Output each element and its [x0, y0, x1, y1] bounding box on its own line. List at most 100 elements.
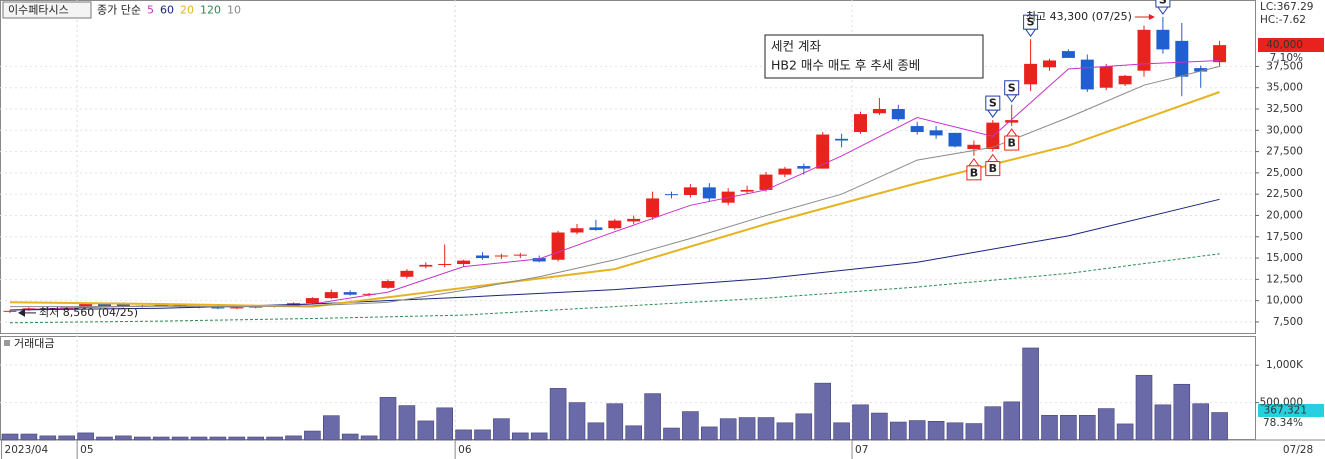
- title-box: [2, 1, 92, 19]
- legend-prefix: 종가 단순: [97, 4, 141, 17]
- candle-body: [797, 166, 811, 169]
- signal-label: B: [1008, 137, 1016, 150]
- signal-label: B: [989, 162, 997, 175]
- ma-line: [9, 91, 1220, 308]
- volume-bar: [738, 417, 756, 441]
- volume-bar: [757, 417, 775, 441]
- last-volume-box: [1258, 404, 1324, 417]
- candle-body: [381, 281, 395, 288]
- candle-body: [589, 227, 603, 230]
- candle-body: [400, 270, 414, 277]
- candle-body: [854, 114, 867, 133]
- volume-bar: [984, 406, 1002, 441]
- volume-bar: [209, 436, 227, 441]
- volume-bar: [1022, 347, 1039, 441]
- volume-title: 거래대금: [14, 337, 54, 350]
- volume-bar: [833, 422, 850, 441]
- x-tick-label: 05: [80, 444, 93, 456]
- annotation: 최저 8,560 (04/25): [39, 306, 138, 319]
- signal-box: [1155, 0, 1171, 8]
- volume-title-icon: [4, 340, 10, 346]
- volume-bar: [606, 403, 624, 441]
- candle-body: [305, 298, 319, 304]
- last-price-label: 40,000: [1266, 39, 1303, 51]
- signal-box: [966, 165, 982, 181]
- candle-body: [3, 310, 17, 312]
- volume-bar: [58, 435, 76, 441]
- volume-bar: [927, 420, 945, 441]
- signal-label: S: [1008, 81, 1016, 94]
- candle-body: [740, 189, 754, 192]
- candle-body: [494, 255, 508, 257]
- y-tick-label: 17,500: [1266, 231, 1303, 243]
- candle-body: [1194, 68, 1208, 72]
- volume-bar: [965, 423, 983, 441]
- chart-title: 이수페타시스: [8, 4, 69, 17]
- candle-body: [1024, 63, 1038, 85]
- signal-box: [1004, 135, 1020, 151]
- signal-box: [985, 95, 1001, 111]
- candle-body: [551, 232, 565, 260]
- candle-body: [1118, 75, 1132, 85]
- volume-bar: [682, 411, 699, 441]
- volume-bar: [134, 436, 151, 441]
- volume-bar: [946, 422, 964, 441]
- candle-body: [79, 304, 93, 308]
- y-tick-label: 27,500: [1266, 146, 1303, 158]
- volume-bar: [304, 430, 321, 441]
- volume-bar: [77, 432, 94, 441]
- candle-body: [1005, 120, 1019, 123]
- candle-body: [702, 187, 716, 199]
- volume-bar: [285, 435, 302, 441]
- signal-label: S: [989, 97, 997, 110]
- candle-body: [249, 306, 263, 308]
- volume-bar: [530, 432, 548, 441]
- y-tick-label: 35,000: [1266, 82, 1303, 94]
- volume-bar: [39, 435, 57, 441]
- volume-bar: [1060, 415, 1077, 441]
- volume-bar: [1173, 383, 1191, 441]
- y-tick-label: 7,500: [1273, 316, 1303, 328]
- volume-bar: [493, 418, 510, 441]
- volume-bar: [20, 433, 38, 441]
- volume-bar: [1, 433, 19, 441]
- y-tick-label: 30,000: [1266, 124, 1303, 136]
- volume-bar: [1003, 401, 1021, 441]
- candle-body: [230, 307, 244, 309]
- candle-body: [1099, 66, 1113, 88]
- volume-bar: [115, 435, 132, 441]
- y-tick-label: 10,000: [1266, 295, 1303, 307]
- candle-body: [98, 304, 111, 307]
- legend-entry: 120: [200, 4, 221, 17]
- volume-bar: [889, 421, 907, 441]
- volume-bar: [814, 382, 832, 441]
- volume-bar: [322, 415, 340, 441]
- volume-bar: [152, 436, 170, 441]
- volume-bar: [908, 420, 926, 441]
- y-tick-label: 25,000: [1266, 167, 1303, 179]
- candle-body: [872, 109, 886, 114]
- note-line: 세컨 계좌: [771, 39, 821, 54]
- volume-bar: [455, 429, 472, 441]
- candle-body: [343, 292, 357, 295]
- volume-bar: [852, 404, 869, 441]
- volume-bar: [1116, 423, 1134, 441]
- change-label: 7.10%: [1270, 52, 1303, 64]
- candle-body: [891, 109, 905, 120]
- last-volume-label: 367,321: [1264, 405, 1307, 417]
- volume-bar: [568, 402, 586, 441]
- volume-bar: [1211, 412, 1228, 441]
- candle-body: [116, 303, 130, 307]
- legend-entry: 60: [160, 4, 174, 17]
- candle-body: [1137, 29, 1151, 71]
- volume-bar: [360, 435, 378, 441]
- candle-body: [967, 144, 981, 150]
- volume-bar: [474, 429, 491, 441]
- volume-bar: [436, 407, 454, 441]
- volume-bar: [190, 436, 208, 441]
- lc-label: LC:367.29: [1260, 1, 1313, 13]
- candle-body: [324, 292, 338, 299]
- y-tick-label: 32,500: [1266, 103, 1303, 115]
- volume-bar: [398, 405, 416, 441]
- volume-bar: [1079, 415, 1096, 441]
